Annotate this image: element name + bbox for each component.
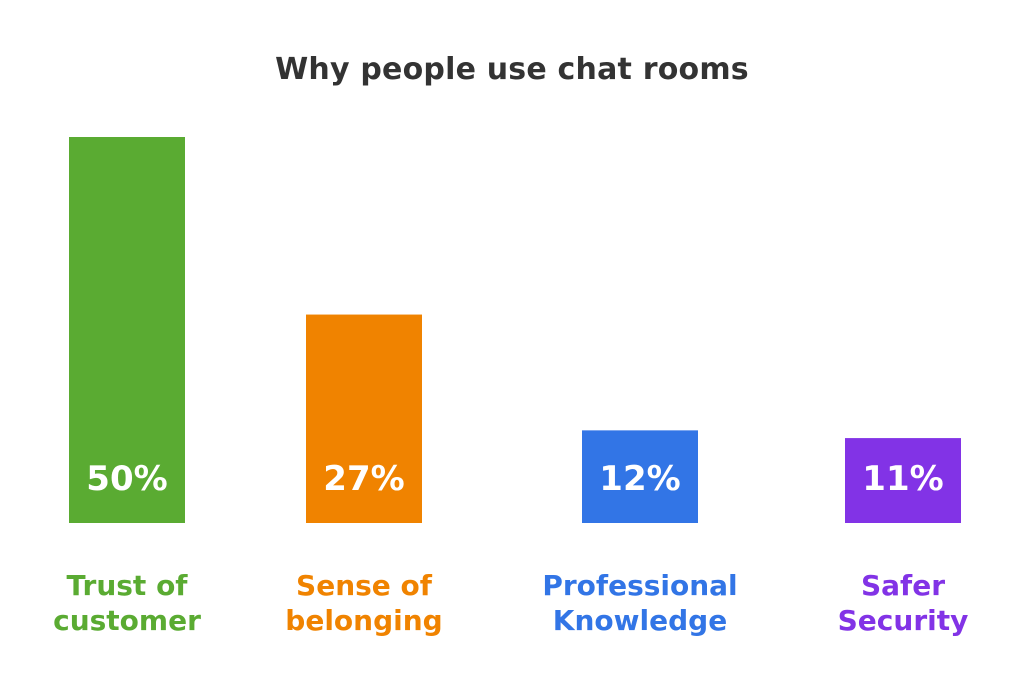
chart-title: Why people use chat rooms — [275, 52, 749, 87]
category-label-3-line-2: Knowledge — [553, 604, 727, 637]
bar-4 — [845, 438, 961, 523]
value-label-2: 27% — [323, 459, 404, 499]
category-label-2-line-2: belonging — [285, 604, 442, 637]
bar-2 — [306, 314, 422, 523]
category-label-1-line-2: customer — [53, 604, 201, 637]
category-label-4-line-1: Safer — [861, 569, 945, 602]
value-label-1: 50% — [86, 459, 167, 499]
bar-1 — [69, 137, 185, 523]
value-label-4: 11% — [862, 459, 943, 499]
category-label-3-line-1: Professional — [542, 569, 737, 602]
category-label-2-line-1: Sense of — [296, 569, 433, 602]
value-label-3: 12% — [599, 459, 680, 499]
category-label-1-line-1: Trust of — [67, 569, 189, 602]
bar-3 — [582, 430, 698, 523]
category-label-4-line-2: Security — [838, 604, 969, 637]
